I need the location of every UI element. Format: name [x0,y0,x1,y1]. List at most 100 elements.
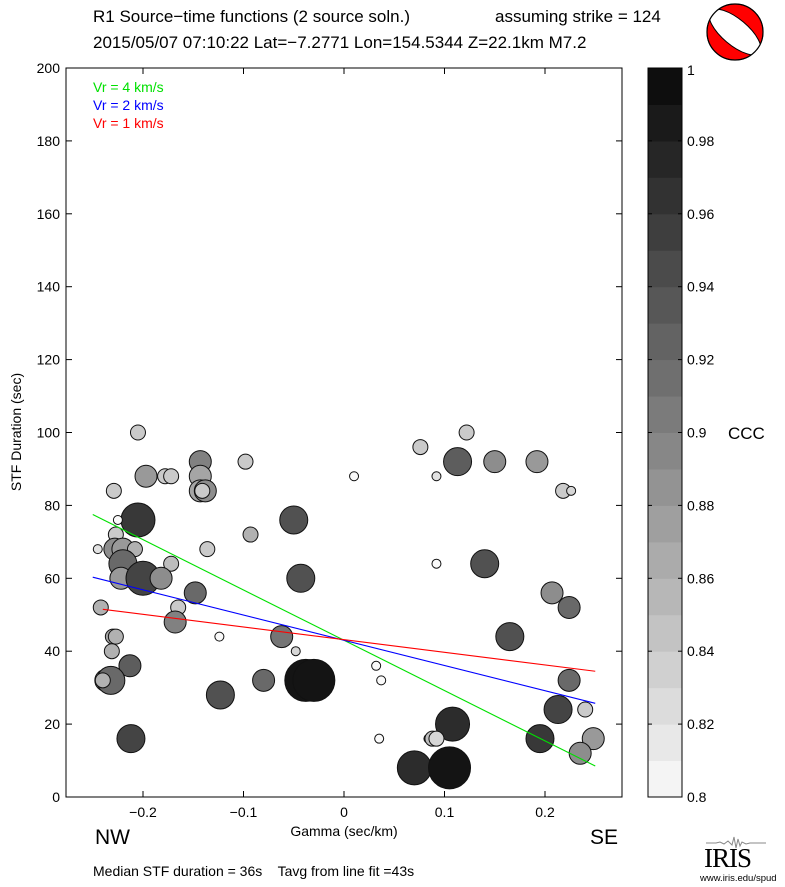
colorbar-tick-label: 0.9 [687,425,707,441]
colorbar-tick-label: 0.98 [687,133,714,149]
direction-se: SE [590,826,618,849]
summary-text: Median STF duration = 36s Tavg from line… [93,863,414,879]
y-tick-label: 120 [37,352,61,368]
y-tick-label: 60 [44,570,60,586]
iris-logo: IRIS www.iris.edu/spud [700,835,785,887]
colorbar-tick-label: 0.8 [687,789,707,805]
y-tick-label: 160 [37,206,61,222]
colorbar-tick-label: 0.94 [687,279,714,295]
data-point [540,581,564,605]
data-point [483,450,507,474]
data-point [199,541,216,558]
x-tick-label: 0.1 [435,804,455,820]
colorbar-band [648,505,682,543]
colorbar-tick-label: 0.92 [687,352,714,368]
colorbar-band [648,250,682,288]
colorbar-tick-label: 1 [687,62,695,78]
data-point [290,646,301,657]
colorbar-band [648,213,682,251]
data-point [270,625,294,649]
fit-line-vr2 [92,576,596,704]
data-point [94,672,111,689]
data-point [252,668,276,692]
data-point [286,563,316,593]
iris-url: www.iris.edu/spud [700,873,777,884]
colorbar-band [648,687,682,725]
colorbar-tick-label: 0.96 [687,206,714,222]
data-point [495,622,525,652]
colorbar-band [648,323,682,361]
data-point [163,610,187,634]
colorbar-band [648,359,682,397]
x-tick-label: −0.1 [230,804,258,820]
colorbar-band [648,68,682,105]
colorbar-tick-label: 0.88 [687,497,714,513]
data-point [237,453,254,470]
y-tick-label: 80 [44,497,60,513]
data-point [349,471,360,482]
data-point [458,424,475,441]
data-point [525,450,549,474]
data-point [428,730,445,747]
data-point [134,464,158,488]
data-point [374,733,385,744]
y-tick-label: 180 [37,133,61,149]
data-point [577,701,594,718]
colorbar-band [648,760,682,798]
data-point [371,660,382,671]
colorbar-band [648,578,682,616]
iris-logo-text: IRIS [704,843,752,873]
data-point [163,468,180,485]
data-point [120,502,156,538]
data-point [428,746,472,790]
x-tick-label: 0 [340,804,348,820]
seismogram-icon [706,836,766,849]
data-point [279,505,309,535]
data-point [292,658,336,702]
data-point [163,555,180,572]
data-point [107,628,124,645]
data-point [129,424,146,441]
strike-label: assuming strike = 124 [495,7,661,26]
colorbar-tick-label: 0.84 [687,643,714,659]
y-tick-label: 40 [44,643,60,659]
y-tick-label: 140 [37,279,61,295]
data-point [396,750,432,786]
data-point [214,631,225,642]
data-point [557,668,581,692]
data-point [112,514,123,525]
data-point [149,566,173,590]
colorbar-band [648,541,682,579]
colorbar-band [648,432,682,470]
y-tick-label: 0 [52,789,60,805]
colorbar-tick-label: 0.86 [687,570,714,586]
data-point [435,706,471,742]
data-point [92,599,109,616]
data-point [431,471,442,482]
legend-vr2: Vr = 2 km/s [93,97,164,113]
data-point [116,724,146,754]
data-point [581,727,605,751]
data-point [443,447,473,477]
plot-frame [65,67,623,798]
data-point [105,482,122,499]
data-point [205,680,235,710]
colorbar-band [648,396,682,433]
fit-line-vr1 [102,608,596,672]
direction-nw: NW [95,826,130,849]
x-axis-label: Gamma (sec/km) [290,823,397,839]
data-point [470,549,500,579]
colorbar-band [648,286,682,324]
data-point [194,482,211,499]
data-point [92,544,103,555]
colorbar-band [648,140,682,178]
x-tick-label: −0.2 [129,804,157,820]
chart-title: R1 Source−time functions (2 source soln.… [93,7,411,26]
legend-vr4: Vr = 4 km/s [93,79,164,95]
colorbar-band [648,104,682,142]
data-point [242,526,259,543]
data-point [118,654,142,678]
colorbar-band [648,724,682,762]
colorbar-label: CCC [728,424,765,443]
